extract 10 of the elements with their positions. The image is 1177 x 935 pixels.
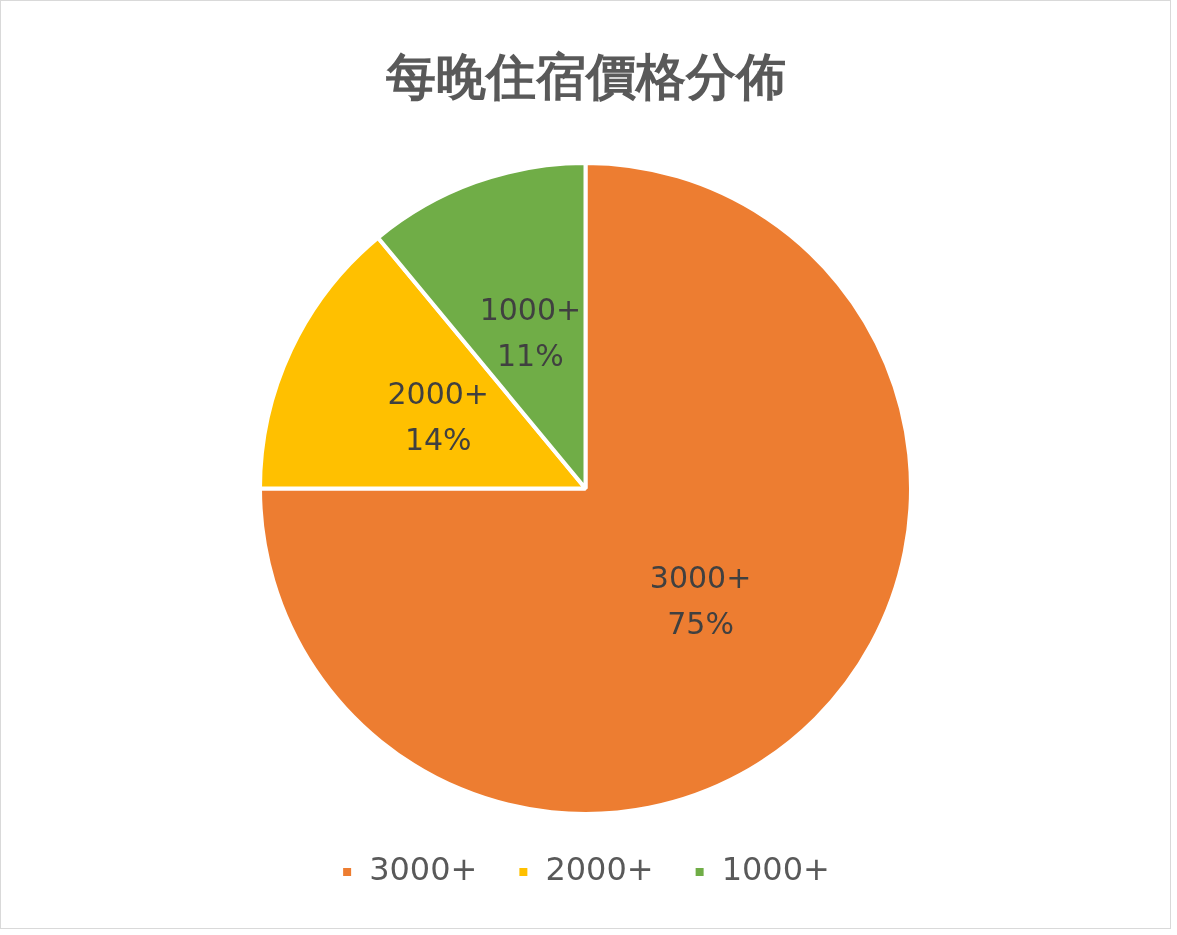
slice-label: 1000+ — [479, 292, 582, 328]
slice-label: 3000+ — [649, 560, 752, 596]
data-label: 14% — [404, 422, 472, 457]
legend-label: 2000+ — [545, 850, 654, 889]
data-label: 11% — [497, 338, 564, 374]
slice-label: 2000+ — [387, 376, 489, 411]
legend-label: 3000+ — [369, 850, 478, 889]
chart-title: 每晚住宿價格分佈 — [384, 47, 786, 106]
legend-label: 1000+ — [721, 850, 830, 889]
data-label: 75% — [667, 606, 734, 642]
